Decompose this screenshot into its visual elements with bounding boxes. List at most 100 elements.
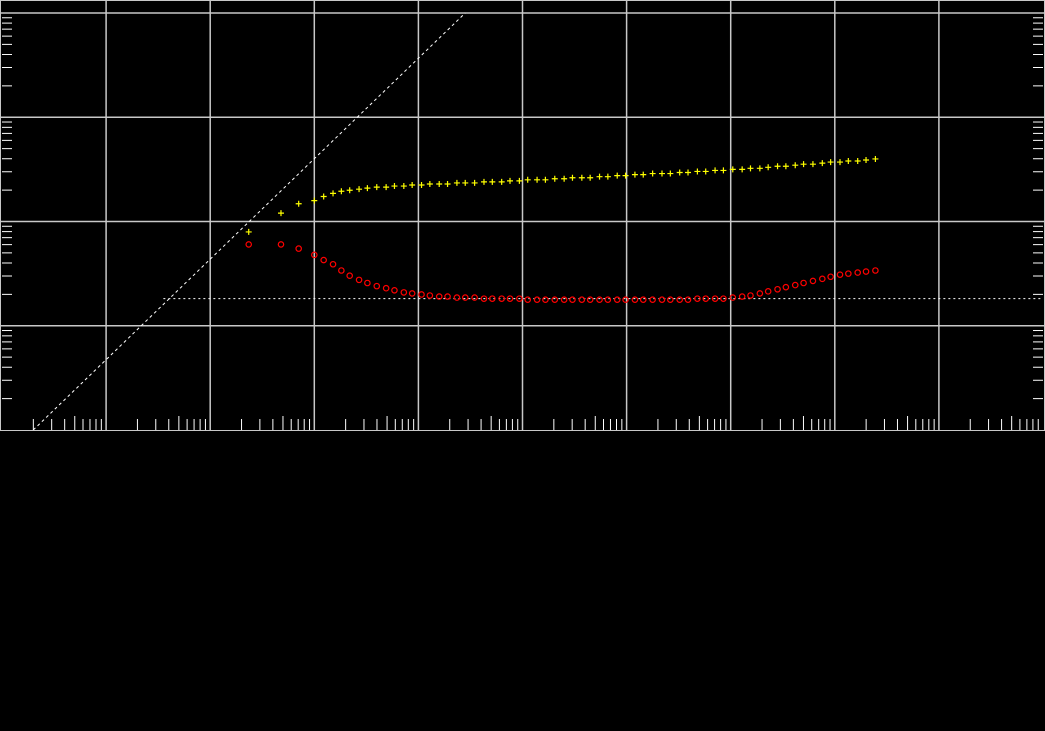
circle-data-point bbox=[747, 292, 754, 299]
circle-data-point bbox=[480, 295, 488, 302]
circle-data-point bbox=[516, 295, 523, 302]
plus-data-point bbox=[792, 162, 799, 169]
circle-data-point bbox=[578, 296, 586, 303]
circle-data-point bbox=[622, 296, 629, 303]
plus-data-point bbox=[739, 166, 746, 173]
circle-data-point bbox=[694, 295, 701, 302]
circle-data-point bbox=[295, 245, 302, 252]
plus-data-point bbox=[516, 177, 523, 184]
circle-data-point bbox=[533, 296, 541, 303]
plus-data-point bbox=[364, 185, 371, 192]
plus-data-point bbox=[631, 171, 638, 178]
plus-data-point bbox=[569, 174, 576, 181]
circle-data-point bbox=[338, 267, 345, 274]
plus-data-point bbox=[409, 182, 416, 189]
plus-data-point bbox=[489, 178, 496, 185]
circle-data-point bbox=[498, 295, 505, 302]
series-plus-markers bbox=[245, 155, 879, 235]
circle-data-point bbox=[774, 285, 781, 293]
circle-data-point bbox=[524, 296, 532, 303]
circle-data-point bbox=[506, 295, 514, 302]
circle-data-point bbox=[827, 273, 834, 281]
circle-data-point bbox=[586, 296, 594, 303]
circle-data-point bbox=[800, 279, 807, 287]
circle-data-point bbox=[729, 294, 737, 301]
plus-data-point bbox=[400, 183, 407, 190]
circle-data-point bbox=[613, 296, 621, 303]
plus-data-point bbox=[320, 193, 327, 200]
circle-data-point bbox=[791, 281, 799, 289]
plus-data-point bbox=[534, 176, 541, 183]
circle-data-point bbox=[872, 267, 879, 274]
plus-data-point bbox=[418, 182, 425, 189]
circle-data-point bbox=[560, 296, 568, 303]
circle-data-point bbox=[596, 296, 603, 303]
plus-data-point bbox=[391, 183, 398, 190]
plus-data-point bbox=[346, 187, 353, 194]
plus-data-point bbox=[295, 200, 302, 207]
circle-data-point bbox=[426, 292, 434, 299]
circle-data-point bbox=[245, 241, 253, 248]
plus-data-point bbox=[542, 176, 549, 183]
plus-data-point bbox=[800, 161, 807, 168]
circle-data-point bbox=[435, 293, 443, 300]
circle-data-point bbox=[764, 288, 772, 295]
circle-data-point bbox=[845, 270, 852, 277]
circle-data-point bbox=[676, 296, 683, 303]
plus-data-point bbox=[747, 165, 754, 172]
circle-data-point bbox=[631, 296, 639, 303]
plus-data-point bbox=[587, 174, 594, 181]
plus-data-point bbox=[444, 180, 451, 187]
circle-data-point bbox=[711, 295, 719, 302]
plus-data-point bbox=[524, 176, 531, 183]
circle-data-point bbox=[862, 268, 870, 275]
circle-data-point bbox=[854, 269, 862, 276]
plus-data-point bbox=[694, 168, 701, 175]
circle-data-point bbox=[373, 282, 381, 290]
grid-lines bbox=[0, 0, 1045, 430]
circle-data-point bbox=[738, 293, 746, 300]
plus-data-point bbox=[311, 197, 318, 204]
scatter-plot bbox=[0, 0, 1045, 431]
circle-data-point bbox=[355, 276, 363, 284]
plus-data-point bbox=[338, 188, 345, 195]
plus-data-point bbox=[453, 179, 460, 186]
plus-data-point bbox=[551, 175, 558, 182]
plus-data-point bbox=[330, 190, 337, 197]
plus-data-point bbox=[245, 228, 252, 235]
plus-data-point bbox=[720, 167, 727, 174]
circle-data-point bbox=[277, 241, 285, 248]
plus-data-point bbox=[373, 184, 380, 191]
circle-data-point bbox=[756, 290, 764, 297]
plus-data-point bbox=[614, 172, 621, 179]
plus-data-point bbox=[507, 177, 514, 184]
axis-ticks bbox=[2, 17, 1043, 430]
plus-data-point bbox=[872, 155, 879, 162]
plus-data-point bbox=[667, 170, 674, 177]
circle-data-point bbox=[364, 279, 371, 287]
plus-data-point bbox=[819, 160, 826, 167]
plus-data-point bbox=[712, 167, 719, 174]
plus-data-point bbox=[837, 159, 844, 166]
plus-data-point bbox=[863, 156, 870, 163]
plus-data-point bbox=[809, 161, 816, 168]
circle-data-point bbox=[489, 295, 496, 302]
plus-data-point bbox=[277, 210, 284, 217]
plus-data-point bbox=[854, 158, 861, 165]
circle-data-point bbox=[453, 294, 461, 301]
circle-data-point bbox=[542, 296, 549, 303]
plus-data-point bbox=[480, 178, 487, 185]
circle-data-point bbox=[418, 291, 425, 298]
circle-data-point bbox=[684, 296, 692, 303]
plus-data-point bbox=[596, 173, 603, 180]
circle-data-point bbox=[720, 295, 727, 302]
series-circle-markers bbox=[245, 241, 879, 303]
plus-data-point bbox=[471, 179, 478, 186]
plus-data-point bbox=[578, 174, 585, 181]
plus-data-point bbox=[436, 180, 443, 187]
plus-data-point bbox=[729, 166, 736, 173]
circle-data-point bbox=[444, 293, 451, 300]
plus-data-point bbox=[782, 163, 789, 170]
circle-data-point bbox=[569, 296, 576, 303]
circle-data-point bbox=[391, 287, 398, 294]
